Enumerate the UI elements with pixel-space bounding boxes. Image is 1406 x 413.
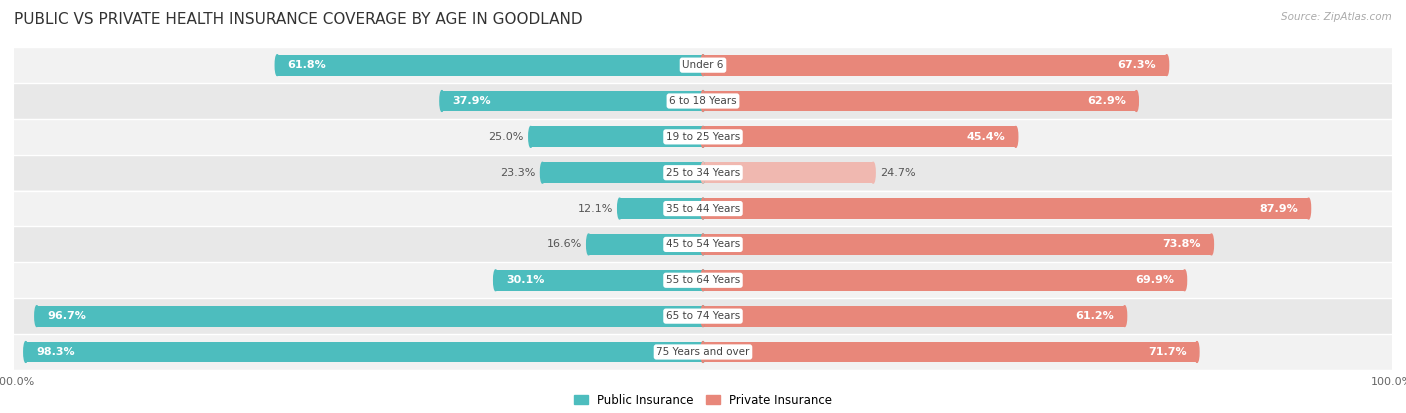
- Circle shape: [702, 306, 704, 327]
- Text: 35 to 44 Years: 35 to 44 Years: [666, 204, 740, 214]
- Text: 23.3%: 23.3%: [501, 168, 536, 178]
- Bar: [277, 55, 703, 76]
- Circle shape: [702, 90, 704, 112]
- Text: 19 to 25 Years: 19 to 25 Years: [666, 132, 740, 142]
- Circle shape: [872, 162, 875, 183]
- Text: PUBLIC VS PRIVATE HEALTH INSURANCE COVERAGE BY AGE IN GOODLAND: PUBLIC VS PRIVATE HEALTH INSURANCE COVER…: [14, 12, 582, 27]
- Text: 87.9%: 87.9%: [1260, 204, 1298, 214]
- Circle shape: [702, 90, 704, 112]
- FancyBboxPatch shape: [14, 119, 1392, 155]
- Text: 24.7%: 24.7%: [880, 168, 915, 178]
- Text: 65 to 74 Years: 65 to 74 Years: [666, 311, 740, 321]
- Circle shape: [276, 55, 280, 76]
- Bar: [703, 234, 1212, 255]
- Bar: [620, 198, 703, 219]
- Circle shape: [540, 162, 544, 183]
- Text: 69.9%: 69.9%: [1135, 275, 1174, 285]
- Text: 16.6%: 16.6%: [547, 240, 582, 249]
- Circle shape: [1306, 198, 1310, 219]
- Circle shape: [702, 342, 704, 362]
- Text: 6 to 18 Years: 6 to 18 Years: [669, 96, 737, 106]
- Circle shape: [702, 198, 704, 219]
- Circle shape: [1195, 342, 1199, 362]
- Text: 62.9%: 62.9%: [1087, 96, 1126, 106]
- Legend: Public Insurance, Private Insurance: Public Insurance, Private Insurance: [569, 389, 837, 411]
- Circle shape: [702, 162, 704, 183]
- Circle shape: [586, 234, 591, 255]
- FancyBboxPatch shape: [14, 298, 1392, 334]
- Circle shape: [702, 55, 704, 76]
- Bar: [25, 342, 703, 362]
- Circle shape: [702, 342, 704, 362]
- Text: 55 to 64 Years: 55 to 64 Years: [666, 275, 740, 285]
- Text: 71.7%: 71.7%: [1149, 347, 1187, 357]
- Bar: [703, 126, 1015, 147]
- Circle shape: [702, 306, 704, 327]
- Text: 67.3%: 67.3%: [1118, 60, 1156, 70]
- FancyBboxPatch shape: [14, 334, 1392, 370]
- Circle shape: [529, 126, 533, 147]
- Text: Source: ZipAtlas.com: Source: ZipAtlas.com: [1281, 12, 1392, 22]
- Text: 30.1%: 30.1%: [506, 275, 544, 285]
- Bar: [531, 126, 703, 147]
- Bar: [589, 234, 703, 255]
- Text: 98.3%: 98.3%: [37, 347, 75, 357]
- Circle shape: [24, 342, 28, 362]
- Circle shape: [702, 55, 704, 76]
- Bar: [703, 162, 873, 183]
- Circle shape: [1182, 270, 1187, 291]
- Text: 96.7%: 96.7%: [48, 311, 86, 321]
- Circle shape: [1135, 90, 1139, 112]
- FancyBboxPatch shape: [14, 155, 1392, 191]
- Bar: [496, 270, 703, 291]
- Circle shape: [35, 306, 39, 327]
- Text: 61.8%: 61.8%: [288, 60, 326, 70]
- Circle shape: [702, 198, 704, 219]
- Circle shape: [702, 234, 704, 255]
- FancyBboxPatch shape: [14, 47, 1392, 83]
- Circle shape: [1014, 126, 1018, 147]
- Text: 61.2%: 61.2%: [1076, 311, 1115, 321]
- Bar: [703, 306, 1125, 327]
- Circle shape: [702, 234, 704, 255]
- Bar: [37, 306, 703, 327]
- FancyBboxPatch shape: [14, 83, 1392, 119]
- FancyBboxPatch shape: [14, 262, 1392, 298]
- Circle shape: [702, 162, 704, 183]
- Circle shape: [1164, 55, 1168, 76]
- Bar: [441, 90, 703, 112]
- Circle shape: [1209, 234, 1213, 255]
- Circle shape: [440, 90, 444, 112]
- FancyBboxPatch shape: [14, 226, 1392, 262]
- Bar: [543, 162, 703, 183]
- Circle shape: [702, 270, 704, 291]
- Bar: [703, 55, 1167, 76]
- Bar: [703, 198, 1309, 219]
- Circle shape: [1122, 306, 1126, 327]
- Circle shape: [702, 126, 704, 147]
- Text: 37.9%: 37.9%: [453, 96, 491, 106]
- Circle shape: [494, 270, 498, 291]
- Circle shape: [702, 270, 704, 291]
- Text: Under 6: Under 6: [682, 60, 724, 70]
- Text: 45.4%: 45.4%: [967, 132, 1005, 142]
- FancyBboxPatch shape: [14, 191, 1392, 226]
- Circle shape: [617, 198, 621, 219]
- Bar: [703, 342, 1197, 362]
- Bar: [703, 90, 1136, 112]
- Text: 73.8%: 73.8%: [1163, 240, 1201, 249]
- Circle shape: [702, 126, 704, 147]
- Text: 75 Years and over: 75 Years and over: [657, 347, 749, 357]
- Text: 45 to 54 Years: 45 to 54 Years: [666, 240, 740, 249]
- Text: 12.1%: 12.1%: [578, 204, 613, 214]
- Text: 25.0%: 25.0%: [488, 132, 524, 142]
- Bar: [703, 270, 1185, 291]
- Text: 25 to 34 Years: 25 to 34 Years: [666, 168, 740, 178]
